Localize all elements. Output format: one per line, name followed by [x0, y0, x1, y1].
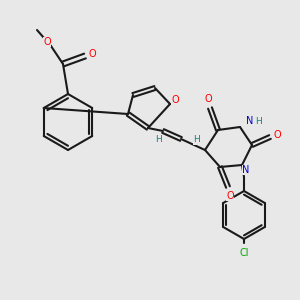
- Text: O: O: [43, 37, 51, 47]
- Text: H: H: [194, 136, 200, 145]
- Text: H: H: [256, 116, 262, 125]
- Text: O: O: [204, 94, 212, 104]
- Text: O: O: [273, 130, 281, 140]
- Text: H: H: [154, 134, 161, 143]
- Text: O: O: [171, 95, 179, 105]
- Text: N: N: [246, 116, 254, 126]
- Text: N: N: [242, 165, 250, 175]
- Text: O: O: [88, 49, 96, 59]
- Text: Cl: Cl: [239, 248, 249, 258]
- Text: O: O: [226, 191, 234, 201]
